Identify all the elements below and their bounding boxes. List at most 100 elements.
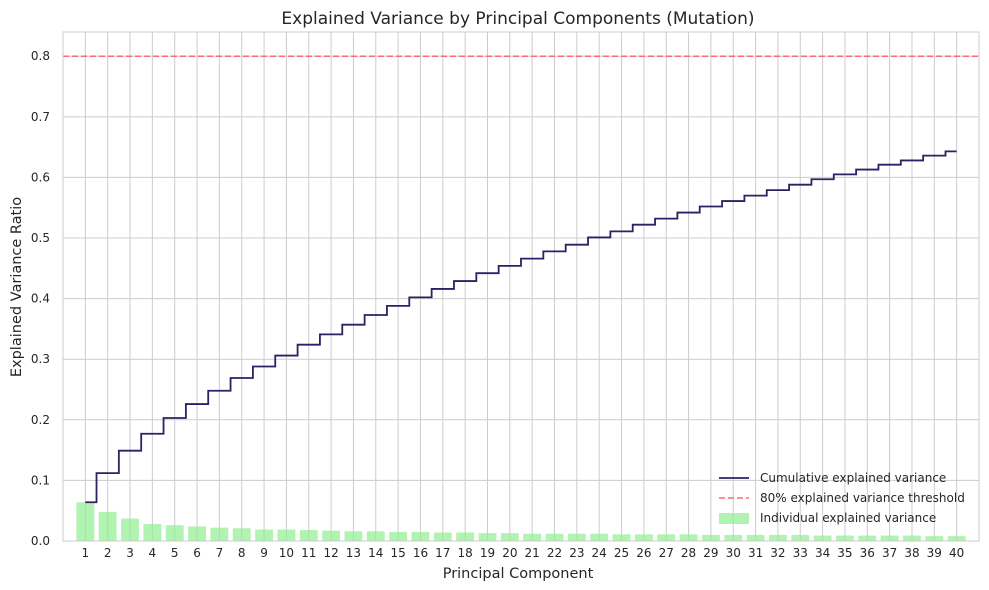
y-tick-label: 0.2: [31, 413, 50, 427]
x-tick-label: 37: [882, 546, 897, 560]
individual-variance-bar: [456, 532, 475, 541]
y-tick-label: 0.4: [31, 292, 50, 306]
individual-variance-bar: [701, 534, 720, 541]
individual-variance-bar: [567, 533, 586, 541]
x-tick-label: 8: [238, 546, 246, 560]
individual-variance-bar: [500, 533, 519, 541]
individual-variance-bar: [590, 533, 609, 541]
individual-variance-bar: [232, 528, 251, 541]
x-tick-label: 12: [323, 546, 338, 560]
legend: Cumulative explained variance 80% explai…: [719, 471, 965, 525]
individual-variance-bar: [277, 529, 296, 541]
x-tick-label: 2: [104, 546, 112, 560]
y-tick-labels: 0.0 0.1 0.2 0.3 0.4 0.5 0.6 0.7 0.8: [31, 49, 50, 548]
y-tick-label: 0.5: [31, 231, 50, 245]
x-tick-label: 29: [703, 546, 718, 560]
individual-variance-bar: [188, 526, 206, 541]
bars: [76, 502, 966, 541]
x-tick-label: 19: [480, 546, 495, 560]
y-tick-label: 0.0: [31, 534, 50, 548]
individual-variance-bar: [903, 535, 921, 541]
x-tick-label: 4: [149, 546, 157, 560]
x-tick-label: 3: [126, 546, 134, 560]
x-tick-label: 6: [193, 546, 201, 560]
y-tick-label: 0.7: [31, 110, 50, 124]
x-tick-label: 26: [636, 546, 651, 560]
individual-variance-bar: [836, 535, 854, 541]
individual-variance-bar: [791, 534, 810, 541]
individual-variance-bar: [121, 518, 139, 541]
individual-variance-bar: [143, 524, 162, 541]
plot-frame: [62, 31, 980, 542]
x-tick-label: 31: [748, 546, 763, 560]
individual-variance-bar: [411, 531, 430, 541]
individual-variance-bar: [389, 531, 408, 541]
individual-variance-bar: [612, 534, 631, 541]
individual-variance-bar: [76, 502, 95, 541]
x-tick-label: 33: [793, 546, 808, 560]
x-tick-label: 15: [390, 546, 405, 560]
individual-variance-bar: [545, 533, 564, 541]
x-tick-label: 24: [592, 546, 607, 560]
legend-swatch-individual: [719, 513, 749, 524]
individual-variance-bar: [344, 531, 363, 541]
x-tick-label: 11: [301, 546, 316, 560]
individual-variance-bar: [366, 531, 385, 541]
individual-variance-bar: [768, 534, 787, 541]
cumulative-line: [85, 150, 957, 504]
individual-variance-bar: [478, 533, 497, 541]
individual-variance-bar: [880, 535, 899, 541]
x-tick-label: 13: [346, 546, 361, 560]
individual-variance-bar: [322, 530, 341, 541]
y-axis-label: Explained Variance Ratio: [9, 197, 25, 377]
x-tick-label: 35: [837, 546, 852, 560]
x-tick-label: 17: [435, 546, 450, 560]
x-tick-label: 34: [815, 546, 830, 560]
individual-variance-bar: [165, 525, 184, 541]
x-tick-label: 20: [502, 546, 517, 560]
y-tick-label: 0.1: [31, 473, 50, 487]
grid: [63, 32, 979, 542]
y-tick-label: 0.8: [31, 49, 50, 63]
x-tick-label: 38: [904, 546, 919, 560]
x-tick-label: 21: [525, 546, 540, 560]
x-tick-labels: 1 2 3 4 5 6 7 8 9 10 11 12 13 14 15 16 17 18 19 20 21 22 23 24 2…: [82, 546, 965, 560]
x-tick-label: 14: [368, 546, 383, 560]
individual-variance-bar: [634, 534, 653, 541]
x-tick-label: 36: [860, 546, 875, 560]
individual-variance-bar: [947, 536, 966, 541]
y-tick-label: 0.6: [31, 170, 50, 184]
individual-variance-bar: [657, 534, 676, 541]
x-tick-label: 1: [82, 546, 90, 560]
chart-title: Explained Variance by Principal Componen…: [281, 9, 754, 29]
x-tick-label: 18: [458, 546, 473, 560]
x-tick-label: 40: [949, 546, 964, 560]
individual-variance-bar: [858, 535, 877, 541]
x-tick-label: 22: [547, 546, 562, 560]
individual-variance-bar: [255, 529, 274, 541]
x-tick-label: 32: [770, 546, 785, 560]
legend-label-threshold: 80% explained variance threshold: [760, 491, 965, 505]
individual-variance-bar: [98, 511, 117, 541]
x-axis-label: Principal Component: [443, 566, 594, 582]
x-tick-label: 23: [569, 546, 584, 560]
individual-variance-bar: [724, 534, 743, 541]
x-tick-label: 39: [927, 546, 942, 560]
cumulative-step-line: [85, 150, 957, 504]
individual-variance-bar: [433, 532, 452, 541]
individual-variance-bar: [925, 536, 944, 541]
individual-variance-bar: [813, 535, 832, 541]
x-tick-label: 28: [681, 546, 696, 560]
x-tick-label: 25: [614, 546, 629, 560]
x-tick-label: 5: [171, 546, 179, 560]
individual-variance-bar: [523, 533, 542, 541]
individual-variance-bar: [299, 530, 318, 541]
x-tick-label: 16: [413, 546, 428, 560]
y-tick-label: 0.3: [31, 352, 50, 366]
legend-label-cumulative: Cumulative explained variance: [760, 471, 946, 485]
x-tick-label: 10: [279, 546, 294, 560]
legend-label-individual: Individual explained variance: [760, 511, 936, 525]
individual-variance-bar: [210, 527, 229, 541]
x-tick-label: 7: [216, 546, 224, 560]
